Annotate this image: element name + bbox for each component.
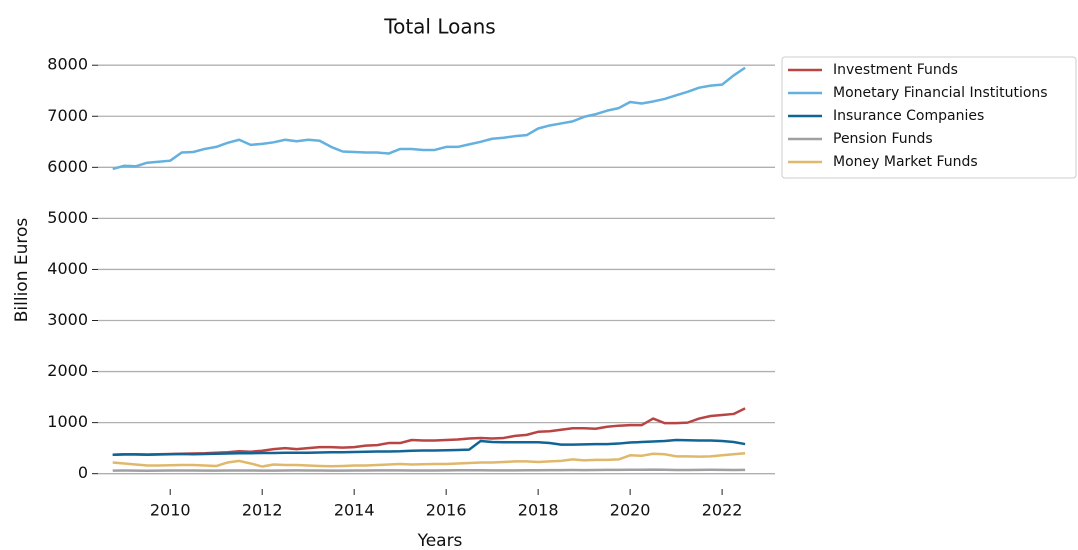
- y-tick-label: 2000: [47, 361, 88, 380]
- y-tick-label: 6000: [47, 157, 88, 176]
- x-tick-label: 2018: [518, 501, 559, 520]
- legend-label: Insurance Companies: [833, 108, 984, 124]
- legend-label: Pension Funds: [833, 131, 933, 147]
- x-tick-label: 2010: [150, 501, 191, 520]
- y-tick-label: 7000: [47, 106, 88, 125]
- legend-label: Monetary Financial Institutions: [833, 85, 1048, 101]
- legend-label: Investment Funds: [833, 62, 958, 78]
- series-line: [112, 438, 746, 457]
- y-tick-label: 1000: [47, 412, 88, 431]
- y-tick-label: 0: [78, 463, 88, 482]
- chart-title: Total Loans: [383, 15, 495, 39]
- series-line: [112, 66, 746, 171]
- series-line: [112, 407, 746, 457]
- series-line: [112, 468, 746, 472]
- y-tick-label: 8000: [47, 55, 88, 74]
- x-tick-label: 2020: [610, 501, 651, 520]
- x-tick-label: 2012: [242, 501, 283, 520]
- y-tick-label: 4000: [47, 259, 88, 278]
- y-axis-label: Billion Euros: [12, 218, 32, 323]
- x-tick-label: 2014: [334, 501, 375, 520]
- series-line: [112, 452, 746, 468]
- y-tick-label: 5000: [47, 208, 88, 227]
- legend-label: Money Market Funds: [833, 154, 978, 170]
- x-tick-label: 2022: [702, 501, 743, 520]
- y-tick-label: 3000: [47, 310, 88, 329]
- legend-box: [781, 56, 1077, 179]
- x-tick-label: 2016: [426, 501, 467, 520]
- x-axis-label: Years: [417, 531, 463, 550]
